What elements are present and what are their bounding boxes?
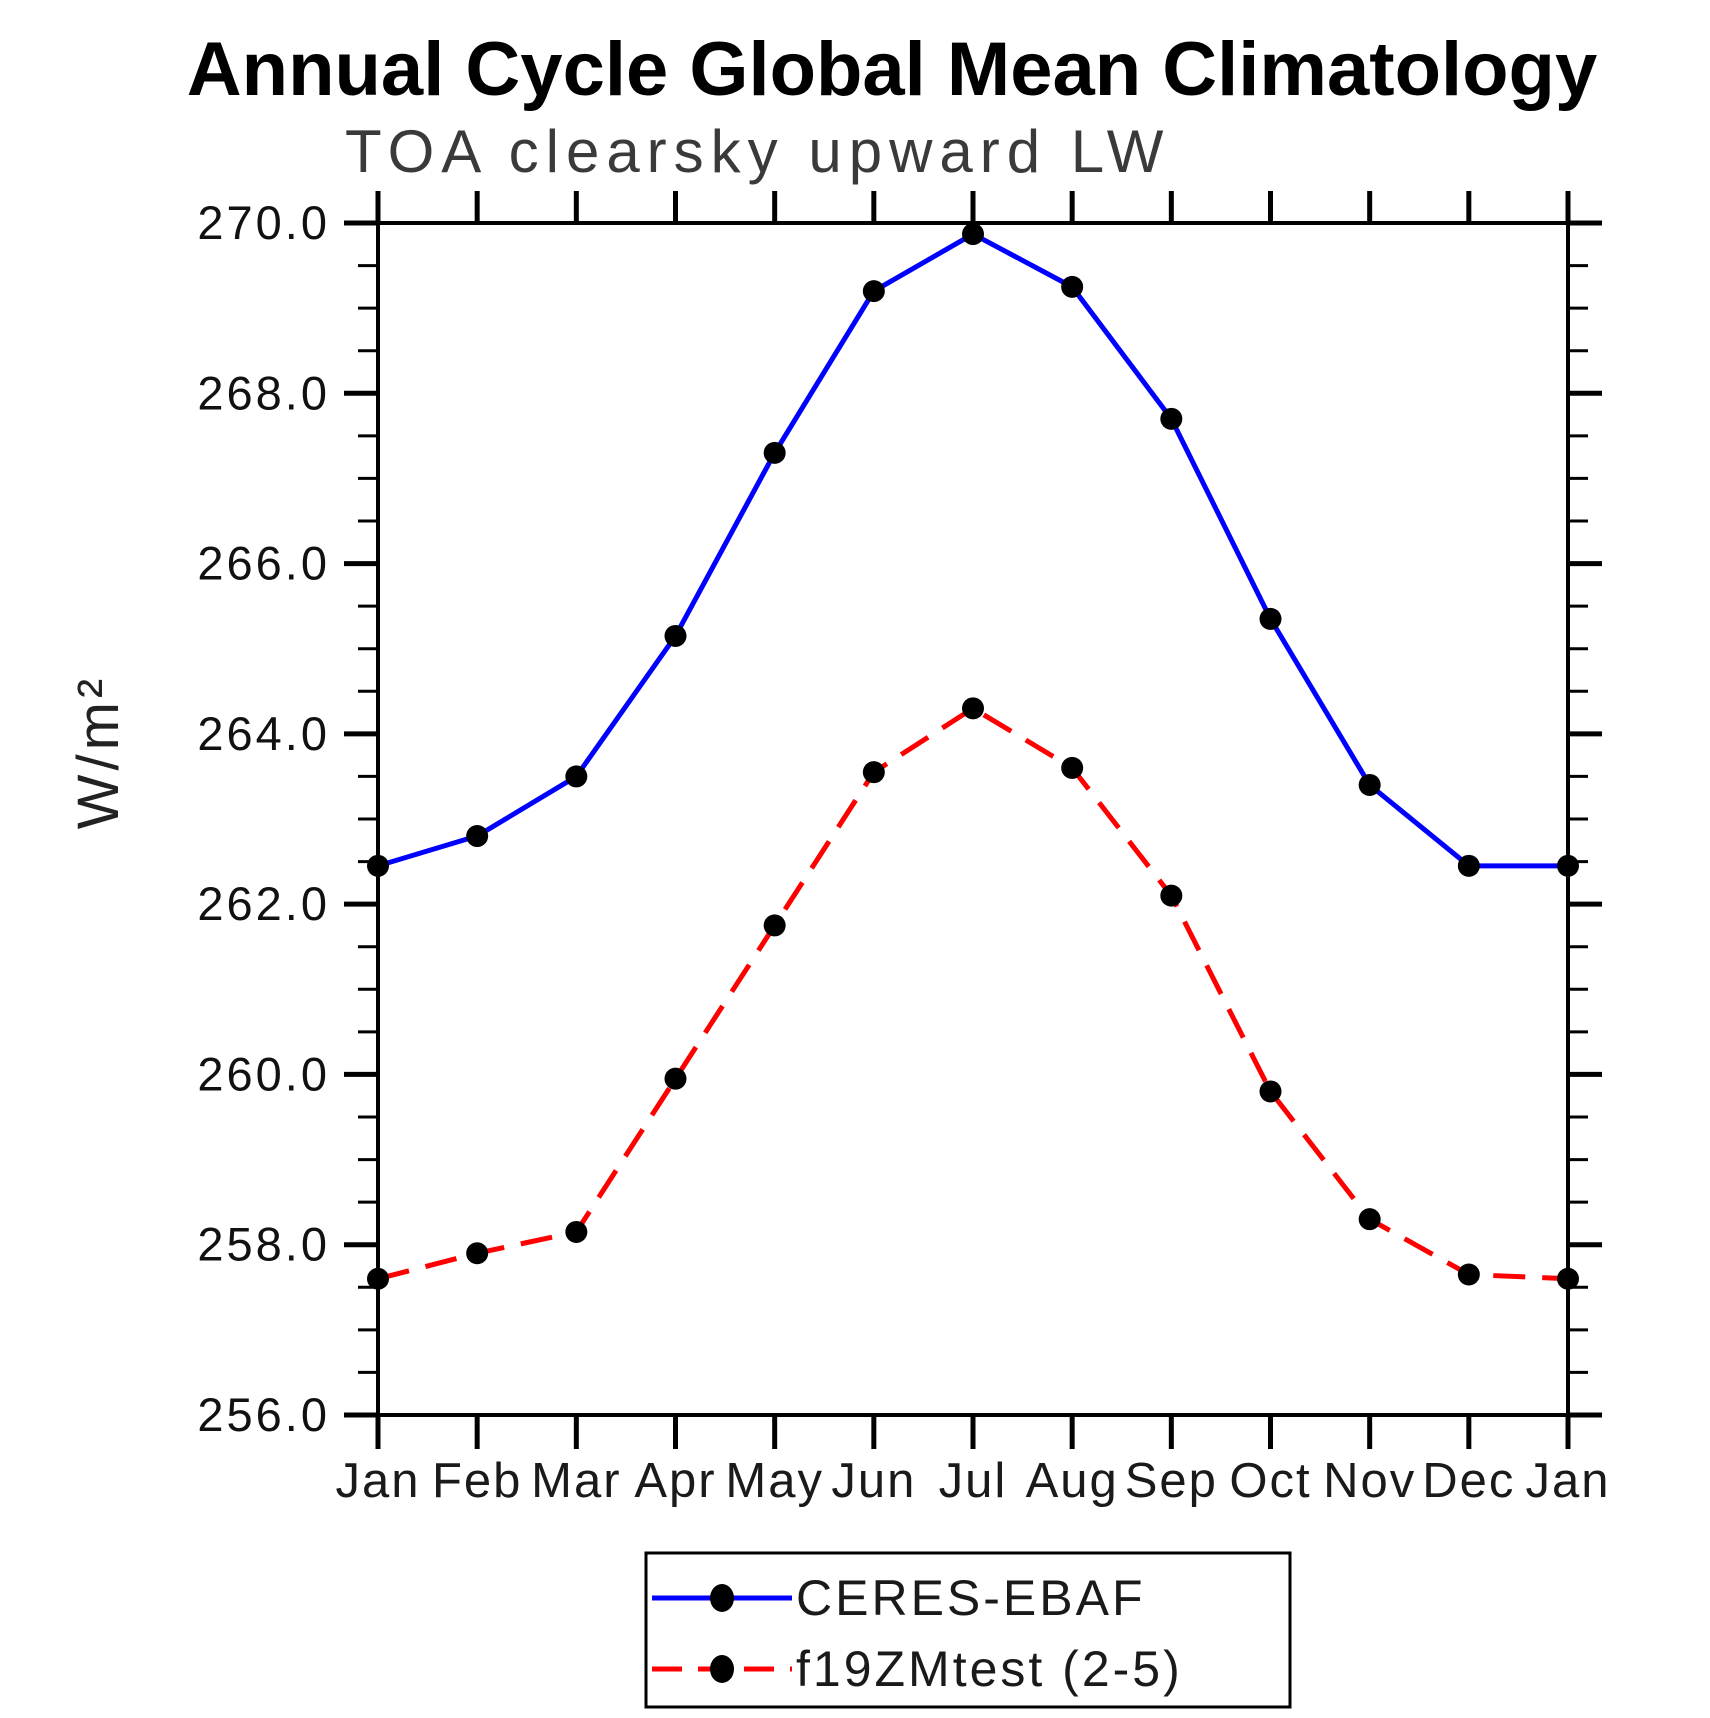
data-point bbox=[367, 1267, 389, 1290]
y-tick-label: 258.0 bbox=[197, 1218, 330, 1271]
axes-group: 256.0 258.0 260.0 262.0 264.0 266.0 268.0 270.0… bbox=[197, 191, 1610, 1508]
data-point bbox=[962, 223, 984, 246]
data-point bbox=[1457, 1263, 1480, 1286]
data-point bbox=[862, 280, 885, 303]
data-point bbox=[1061, 275, 1084, 298]
month-label: Mar bbox=[531, 1454, 621, 1508]
data-point bbox=[1160, 884, 1183, 907]
data-point bbox=[1557, 854, 1579, 877]
y-tick-label: 256.0 bbox=[197, 1388, 330, 1441]
chart-title: Annual Cycle Global Mean Climatology bbox=[187, 27, 1597, 112]
data-point bbox=[1259, 607, 1282, 630]
month-label: May bbox=[725, 1454, 824, 1508]
legend: CERES-EBAF f19ZMtest (2-5) bbox=[644, 1551, 1292, 1709]
month-label: Jan bbox=[1525, 1454, 1610, 1508]
plot-frame bbox=[376, 221, 1570, 1417]
month-label: Aug bbox=[1026, 1454, 1119, 1508]
month-label: Nov bbox=[1323, 1454, 1416, 1508]
month-label: Apr bbox=[634, 1454, 716, 1508]
data-point bbox=[962, 697, 984, 720]
data-point bbox=[1160, 407, 1183, 430]
data-point bbox=[367, 854, 389, 877]
series-line-solid bbox=[377, 231, 1568, 869]
data-point bbox=[466, 825, 489, 848]
data-point bbox=[763, 914, 786, 937]
month-label: Sep bbox=[1125, 1454, 1218, 1508]
data-point bbox=[466, 1242, 489, 1265]
month-label: Dec bbox=[1422, 1454, 1515, 1508]
month-label: Jul bbox=[939, 1454, 1008, 1508]
month-label: Oct bbox=[1229, 1454, 1311, 1508]
month-label: Feb bbox=[432, 1454, 522, 1508]
data-point bbox=[565, 1220, 588, 1243]
data-point bbox=[1061, 756, 1084, 779]
data-point bbox=[1457, 854, 1480, 877]
y-tick-label: 270.0 bbox=[197, 196, 330, 249]
series-line-dashed bbox=[377, 705, 1569, 1282]
legend-label-f19zmtest: f19ZMtest (2-5) bbox=[796, 1641, 1183, 1697]
y-tick-label: 268.0 bbox=[197, 366, 330, 419]
data-point bbox=[565, 765, 588, 788]
y-tick-label: 266.0 bbox=[197, 537, 330, 590]
data-point bbox=[1358, 773, 1381, 796]
month-label: Jun bbox=[831, 1454, 916, 1508]
data-point bbox=[862, 761, 885, 784]
data-point bbox=[664, 1067, 687, 1090]
data-point bbox=[664, 624, 687, 647]
legend-marker-icon bbox=[710, 1655, 734, 1683]
chart-subtitle: TOA clearsky upward LW bbox=[345, 118, 1170, 185]
legend-label-ceres-ebaf: CERES-EBAF bbox=[796, 1570, 1146, 1626]
data-point bbox=[1557, 1267, 1579, 1290]
legend-box bbox=[644, 1551, 1292, 1709]
y-axis-label: W/m² bbox=[66, 675, 131, 830]
y-tick-label: 264.0 bbox=[197, 707, 330, 760]
y-tick-label: 260.0 bbox=[197, 1047, 330, 1100]
series-group bbox=[367, 223, 1579, 1290]
legend-marker-icon bbox=[710, 1584, 734, 1612]
data-point bbox=[1358, 1208, 1381, 1231]
y-tick-label: 262.0 bbox=[197, 877, 330, 930]
data-point bbox=[763, 441, 786, 464]
month-label: Jan bbox=[335, 1454, 420, 1508]
data-point bbox=[1259, 1080, 1282, 1103]
